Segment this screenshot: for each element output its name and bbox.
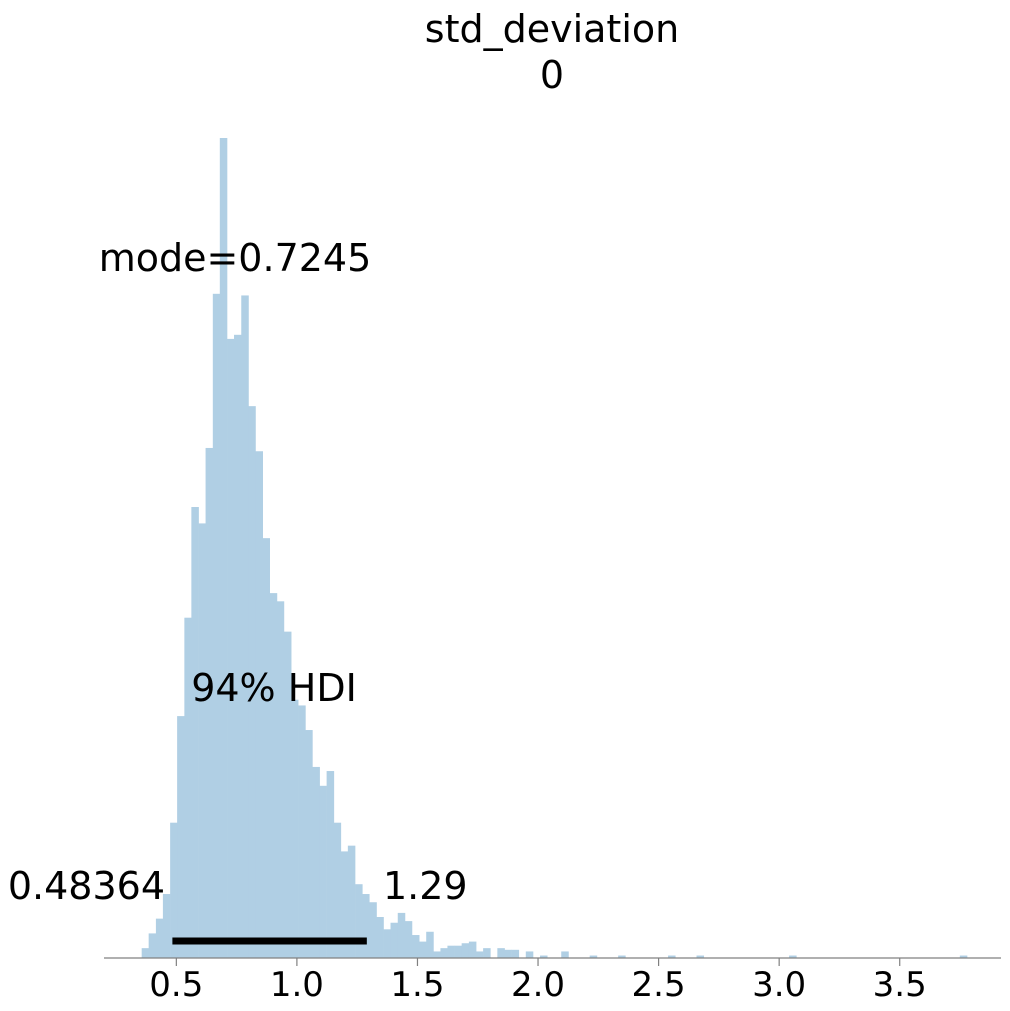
hdi-annotation: 94% HDI [191, 666, 357, 710]
x-tick-label: 3.0 [752, 965, 806, 1005]
histogram-bar [283, 631, 292, 958]
histogram-bar [404, 921, 413, 958]
histogram-bar [959, 955, 968, 958]
histogram-bar [212, 293, 221, 958]
histogram-bar [241, 295, 249, 958]
histogram-bar [475, 951, 484, 958]
histogram-bar [369, 902, 377, 958]
histogram-bar [696, 955, 705, 958]
histogram-bar [319, 785, 327, 958]
histogram-bar [525, 951, 534, 958]
histogram-bar [177, 716, 185, 958]
histogram-bar [789, 955, 797, 958]
histogram-bar [376, 917, 384, 958]
chart-title: std_deviation [425, 7, 679, 51]
histogram-bar [184, 617, 192, 958]
histogram-bar [162, 894, 171, 958]
histogram-bar [397, 912, 406, 958]
histogram-bar [618, 955, 626, 958]
histogram-bar [148, 933, 157, 958]
mode-annotation: mode=0.7245 [99, 236, 372, 280]
histogram-bar [383, 929, 392, 958]
chart-subtitle: 0 [540, 53, 564, 97]
histogram-bar [170, 822, 178, 958]
histogram-bar [155, 918, 164, 958]
histogram-bar [290, 699, 299, 958]
histogram-bar [227, 338, 235, 958]
histogram-bar [468, 941, 477, 958]
histogram-bar [276, 601, 285, 958]
histogram-bar [433, 951, 441, 958]
x-tick-label: 2.5 [632, 965, 686, 1005]
histogram-bar [483, 948, 491, 958]
histogram-bar [540, 955, 548, 958]
histogram-bar [298, 705, 306, 958]
histogram-bar [191, 507, 199, 958]
histogram-bar [340, 851, 349, 958]
histogram-bar [454, 945, 463, 958]
histogram-bar [347, 845, 356, 958]
histogram-bar [355, 884, 363, 958]
histogram-bars [141, 138, 968, 958]
histogram-bar [255, 451, 264, 958]
histogram-bar [561, 951, 569, 958]
histogram-bar [418, 941, 427, 958]
x-tick-label: 2.0 [511, 965, 565, 1005]
x-tick-label: 1.5 [390, 965, 444, 1005]
x-tick-label: 3.5 [873, 965, 927, 1005]
x-tick-label: 0.5 [149, 965, 203, 1005]
histogram-bar [497, 948, 505, 958]
x-axis-ticks: 0.5 1.0 1.5 2.0 2.5 3.0 3.5 [149, 958, 927, 1005]
histogram-bar [248, 406, 256, 958]
histogram-bar [305, 730, 313, 958]
histogram-bar [511, 949, 520, 958]
histogram-bar [589, 955, 598, 958]
histogram-bar [461, 943, 470, 958]
histogram-bar [234, 334, 242, 958]
histogram-bar [668, 955, 676, 958]
histogram-bar [411, 935, 420, 958]
histogram-bar [312, 766, 320, 958]
histogram-bar [219, 138, 228, 958]
histogram-bar [205, 447, 214, 958]
histogram-bar [362, 894, 370, 958]
hdi-low-value: 0.48364 [8, 864, 165, 908]
histogram-bar [426, 931, 434, 958]
histogram-bar [269, 593, 278, 958]
histogram-bar [390, 922, 399, 958]
histogram-bar [333, 822, 342, 958]
histogram-bar [440, 948, 448, 958]
histogram-bar [262, 538, 270, 958]
histogram-bar [447, 945, 455, 958]
hdi-high-value: 1.29 [383, 864, 468, 908]
histogram-bar [504, 949, 512, 958]
histogram-bar [198, 523, 207, 958]
histogram-bar [141, 948, 150, 958]
histogram-bar [326, 771, 335, 958]
x-tick-label: 1.0 [270, 965, 324, 1005]
